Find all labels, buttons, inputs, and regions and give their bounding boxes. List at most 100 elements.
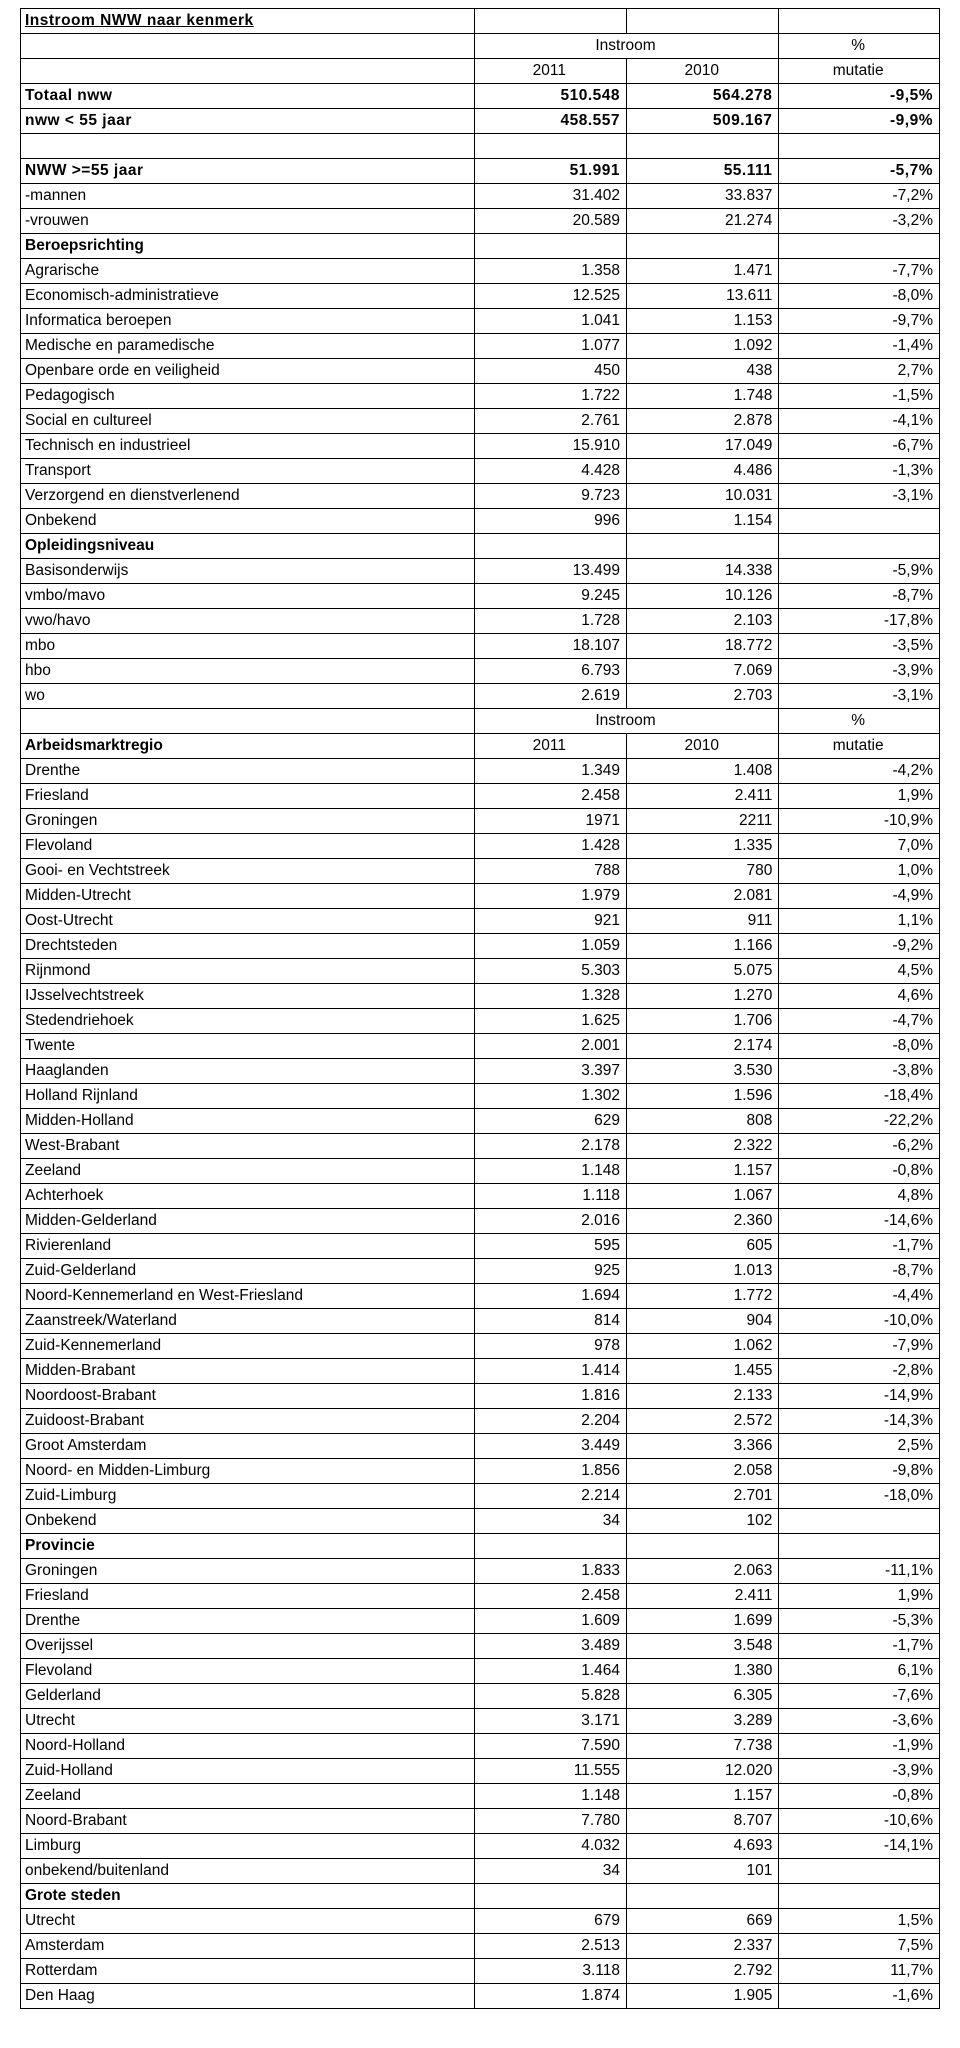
table-row: Haaglanden3.3973.530-3,8% bbox=[21, 1059, 940, 1084]
table-row: nww < 55 jaar458.557509.167-9,9% bbox=[21, 109, 940, 134]
row-label: wo bbox=[21, 684, 475, 709]
row-label: mbo bbox=[21, 634, 475, 659]
row-label: Rotterdam bbox=[21, 1959, 475, 1984]
row-label: Limburg bbox=[21, 1834, 475, 1859]
row-label: onbekend/buitenland bbox=[21, 1859, 475, 1884]
row-label: Basisonderwijs bbox=[21, 559, 475, 584]
table-row: Arbeidsmarktregio20112010mutatie bbox=[21, 734, 940, 759]
table-row: Basisonderwijs13.49914.338-5,9% bbox=[21, 559, 940, 584]
table-row: Beroepsrichting bbox=[21, 234, 940, 259]
row-label: Rijnmond bbox=[21, 959, 475, 984]
table-row: Opleidingsniveau bbox=[21, 534, 940, 559]
row-label: Utrecht bbox=[21, 1909, 475, 1934]
row-label: Twente bbox=[21, 1034, 475, 1059]
table-row: Zeeland1.1481.157-0,8% bbox=[21, 1784, 940, 1809]
row-label: Onbekend bbox=[21, 509, 475, 534]
row-label: Drechtsteden bbox=[21, 934, 475, 959]
table-row: wo2.6192.703-3,1% bbox=[21, 684, 940, 709]
row-label: Amsterdam bbox=[21, 1934, 475, 1959]
row-label: Zuidoost-Brabant bbox=[21, 1409, 475, 1434]
row-label: Openbare orde en veiligheid bbox=[21, 359, 475, 384]
row-label: Groningen bbox=[21, 809, 475, 834]
row-label: Beroepsrichting bbox=[21, 234, 475, 259]
table-row: Noordoost-Brabant1.8162.133-14,9% bbox=[21, 1384, 940, 1409]
row-label: Midden-Holland bbox=[21, 1109, 475, 1134]
row-label: Gelderland bbox=[21, 1684, 475, 1709]
table-title: Instroom NWW naar kenmerk bbox=[21, 9, 475, 34]
table-row: Medische en paramedische1.0771.092-1,4% bbox=[21, 334, 940, 359]
row-label: Midden-Brabant bbox=[21, 1359, 475, 1384]
table-row: Drechtsteden1.0591.166-9,2% bbox=[21, 934, 940, 959]
row-label: Flevoland bbox=[21, 1659, 475, 1684]
table-row: Noord- en Midden-Limburg1.8562.058-9,8% bbox=[21, 1459, 940, 1484]
row-label: -mannen bbox=[21, 184, 475, 209]
row-label: -vrouwen bbox=[21, 209, 475, 234]
row-label: Grote steden bbox=[21, 1884, 475, 1909]
table-row: Zuid-Limburg2.2142.701-18,0% bbox=[21, 1484, 940, 1509]
row-label: Transport bbox=[21, 459, 475, 484]
table-row: NWW >=55 jaar51.99155.111-5,7% bbox=[21, 159, 940, 184]
table-row: Rivierenland595605-1,7% bbox=[21, 1234, 940, 1259]
table-row: Flevoland1.4281.3357,0% bbox=[21, 834, 940, 859]
table-row: -vrouwen20.58921.274-3,2% bbox=[21, 209, 940, 234]
table-row: Friesland2.4582.4111,9% bbox=[21, 784, 940, 809]
row-label: Gooi- en Vechtstreek bbox=[21, 859, 475, 884]
table-row: Verzorgend en dienstverlenend9.72310.031… bbox=[21, 484, 940, 509]
table-row: Utrecht3.1713.289-3,6% bbox=[21, 1709, 940, 1734]
row-label: Pedagogisch bbox=[21, 384, 475, 409]
row-label: Zeeland bbox=[21, 1159, 475, 1184]
row-label: Onbekend bbox=[21, 1509, 475, 1534]
row-label: Totaal nww bbox=[21, 84, 475, 109]
header-instroom: Instroom bbox=[474, 34, 779, 59]
table-row: Informatica beroepen1.0411.153-9,7% bbox=[21, 309, 940, 334]
row-label: vwo/havo bbox=[21, 609, 475, 634]
table-row: mbo18.10718.772-3,5% bbox=[21, 634, 940, 659]
row-label: Provincie bbox=[21, 1534, 475, 1559]
table-row: onbekend/buitenland34101 bbox=[21, 1859, 940, 1884]
table-row: Rotterdam3.1182.79211,7% bbox=[21, 1959, 940, 1984]
nww-table: Instroom NWW naar kenmerkInstroom%201120… bbox=[20, 8, 940, 2009]
row-label: Informatica beroepen bbox=[21, 309, 475, 334]
row-label: hbo bbox=[21, 659, 475, 684]
table-row: -mannen31.40233.837-7,2% bbox=[21, 184, 940, 209]
row-label: Flevoland bbox=[21, 834, 475, 859]
row-label: Groot Amsterdam bbox=[21, 1434, 475, 1459]
table-row: Zuid-Gelderland9251.013-8,7% bbox=[21, 1259, 940, 1284]
row-label: Verzorgend en dienstverlenend bbox=[21, 484, 475, 509]
table-row: Economisch-administratieve12.52513.611-8… bbox=[21, 284, 940, 309]
table-row: hbo6.7937.069-3,9% bbox=[21, 659, 940, 684]
table-row: Midden-Gelderland2.0162.360-14,6% bbox=[21, 1209, 940, 1234]
row-label: Drenthe bbox=[21, 1609, 475, 1634]
row-label: NWW >=55 jaar bbox=[21, 159, 475, 184]
row-label: Zuid-Gelderland bbox=[21, 1259, 475, 1284]
row-label: Stedendriehoek bbox=[21, 1009, 475, 1034]
table-row: Groningen1.8332.063-11,1% bbox=[21, 1559, 940, 1584]
table-row: Limburg4.0324.693-14,1% bbox=[21, 1834, 940, 1859]
row-label: Economisch-administratieve bbox=[21, 284, 475, 309]
table-row: Instroom% bbox=[21, 709, 940, 734]
table-row: Midden-Brabant1.4141.455-2,8% bbox=[21, 1359, 940, 1384]
table-row: Noord-Brabant7.7808.707-10,6% bbox=[21, 1809, 940, 1834]
table-row: Pedagogisch1.7221.748-1,5% bbox=[21, 384, 940, 409]
table-row: Gelderland5.8286.305-7,6% bbox=[21, 1684, 940, 1709]
table-row: Gooi- en Vechtstreek7887801,0% bbox=[21, 859, 940, 884]
row-label: Noord-Brabant bbox=[21, 1809, 475, 1834]
row-label: Utrecht bbox=[21, 1709, 475, 1734]
row-label: Social en cultureel bbox=[21, 409, 475, 434]
table-row bbox=[21, 134, 940, 159]
row-label: Zuid-Kennemerland bbox=[21, 1334, 475, 1359]
table-row: Friesland2.4582.4111,9% bbox=[21, 1584, 940, 1609]
table-row: Drenthe1.6091.699-5,3% bbox=[21, 1609, 940, 1634]
table-row: Flevoland1.4641.3806,1% bbox=[21, 1659, 940, 1684]
row-label: Overijssel bbox=[21, 1634, 475, 1659]
table-row: Noord-Holland7.5907.738-1,9% bbox=[21, 1734, 940, 1759]
table-row: Provincie bbox=[21, 1534, 940, 1559]
row-label: Midden-Utrecht bbox=[21, 884, 475, 909]
row-label: Oost-Utrecht bbox=[21, 909, 475, 934]
table-row: Zuidoost-Brabant2.2042.572-14,3% bbox=[21, 1409, 940, 1434]
table-row: Zeeland1.1481.157-0,8% bbox=[21, 1159, 940, 1184]
row-label: Noord- en Midden-Limburg bbox=[21, 1459, 475, 1484]
row-label: Midden-Gelderland bbox=[21, 1209, 475, 1234]
row-label: nww < 55 jaar bbox=[21, 109, 475, 134]
table-row: Technisch en industrieel15.91017.049-6,7… bbox=[21, 434, 940, 459]
